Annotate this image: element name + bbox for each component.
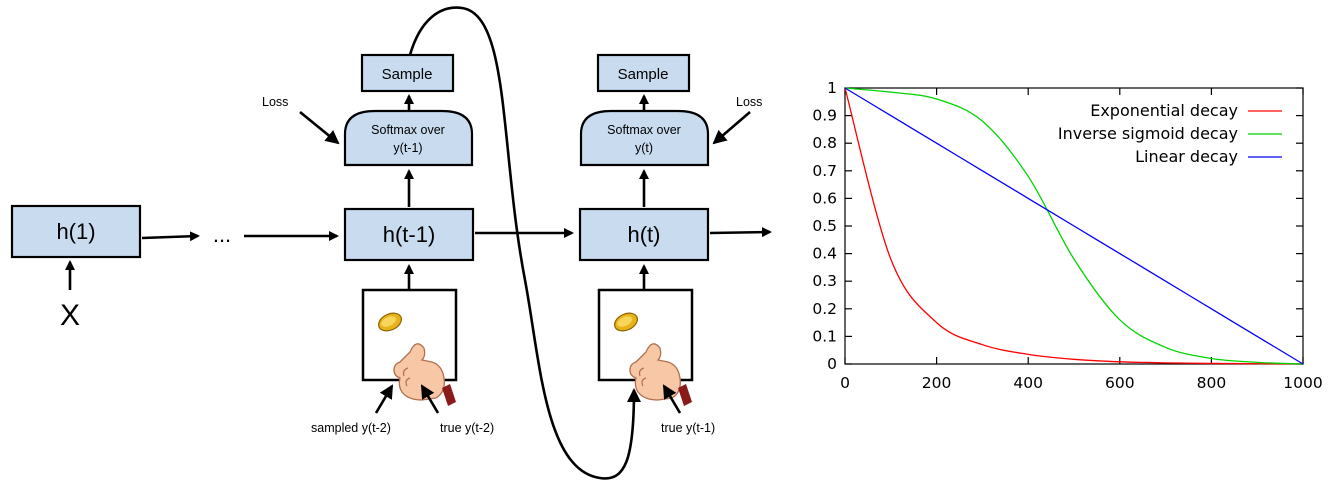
sampled-input-arrow xyxy=(376,386,392,413)
sampled-y-label: sampled y(t-2) xyxy=(311,421,391,435)
softmax-left-label-line1: Softmax over xyxy=(371,123,445,137)
legend-label: Linear decay xyxy=(1135,147,1238,166)
ellipsis-label: ... xyxy=(213,222,231,247)
y-tick-label: 0.8 xyxy=(812,134,837,152)
y-tick-label: 0.1 xyxy=(812,327,837,345)
y-tick-label: 0.2 xyxy=(812,300,837,318)
softmax-right-label-line1: Softmax over xyxy=(607,123,681,137)
sample-right-label: Sample xyxy=(618,66,669,83)
x-tick-label: 600 xyxy=(1105,374,1135,392)
x-tick-label: 800 xyxy=(1197,374,1227,392)
y-tick-label: 1 xyxy=(827,79,837,97)
ht-label: h(t) xyxy=(628,222,661,247)
loss-right-arrow xyxy=(714,112,750,143)
softmax-left-node xyxy=(345,111,472,165)
y-tick-label: 0.5 xyxy=(812,217,837,235)
loss-left-arrow xyxy=(300,112,338,143)
x-tick-label: 400 xyxy=(1013,374,1043,392)
y-tick-label: 0.3 xyxy=(812,272,837,290)
softmax-left-label-line2: y(t-1) xyxy=(393,141,422,155)
decay-chart: 0 200 400 600 800 1000 0 0.1 0.2 0.3 0.4 0.5 0.6 0.7 0… xyxy=(812,79,1322,392)
softmax-right-label-line2: y(t) xyxy=(635,141,653,155)
y-tick-label: 0.9 xyxy=(812,107,837,125)
x-tick-label: 200 xyxy=(922,374,952,392)
loss-left-label: Loss xyxy=(262,95,288,109)
legend-label: Exponential decay xyxy=(1090,101,1238,120)
y-tick-label: 0.6 xyxy=(812,189,837,207)
softmax-right-node xyxy=(581,111,708,165)
y-tick-label: 0 xyxy=(827,355,837,373)
h1-to-ellipsis-arrow xyxy=(142,236,198,238)
y-tick-label: 0.7 xyxy=(812,162,837,180)
legend-label: Inverse sigmoid decay xyxy=(1058,124,1238,143)
true-y-t2-label: true y(t-2) xyxy=(440,421,494,435)
x-tick-label: 0 xyxy=(840,374,850,392)
x-tick-label: 1000 xyxy=(1283,374,1322,392)
y-tick-label: 0.4 xyxy=(812,245,837,263)
ht-output-arrow xyxy=(710,232,770,233)
input-x-label: X xyxy=(60,299,80,332)
ht1-label: h(t-1) xyxy=(383,222,436,247)
h1-label: h(1) xyxy=(56,219,95,244)
loss-right-label: Loss xyxy=(736,95,762,109)
sample-left-label: Sample xyxy=(382,66,433,83)
true-y-t1-label: true y(t-1) xyxy=(661,421,715,435)
